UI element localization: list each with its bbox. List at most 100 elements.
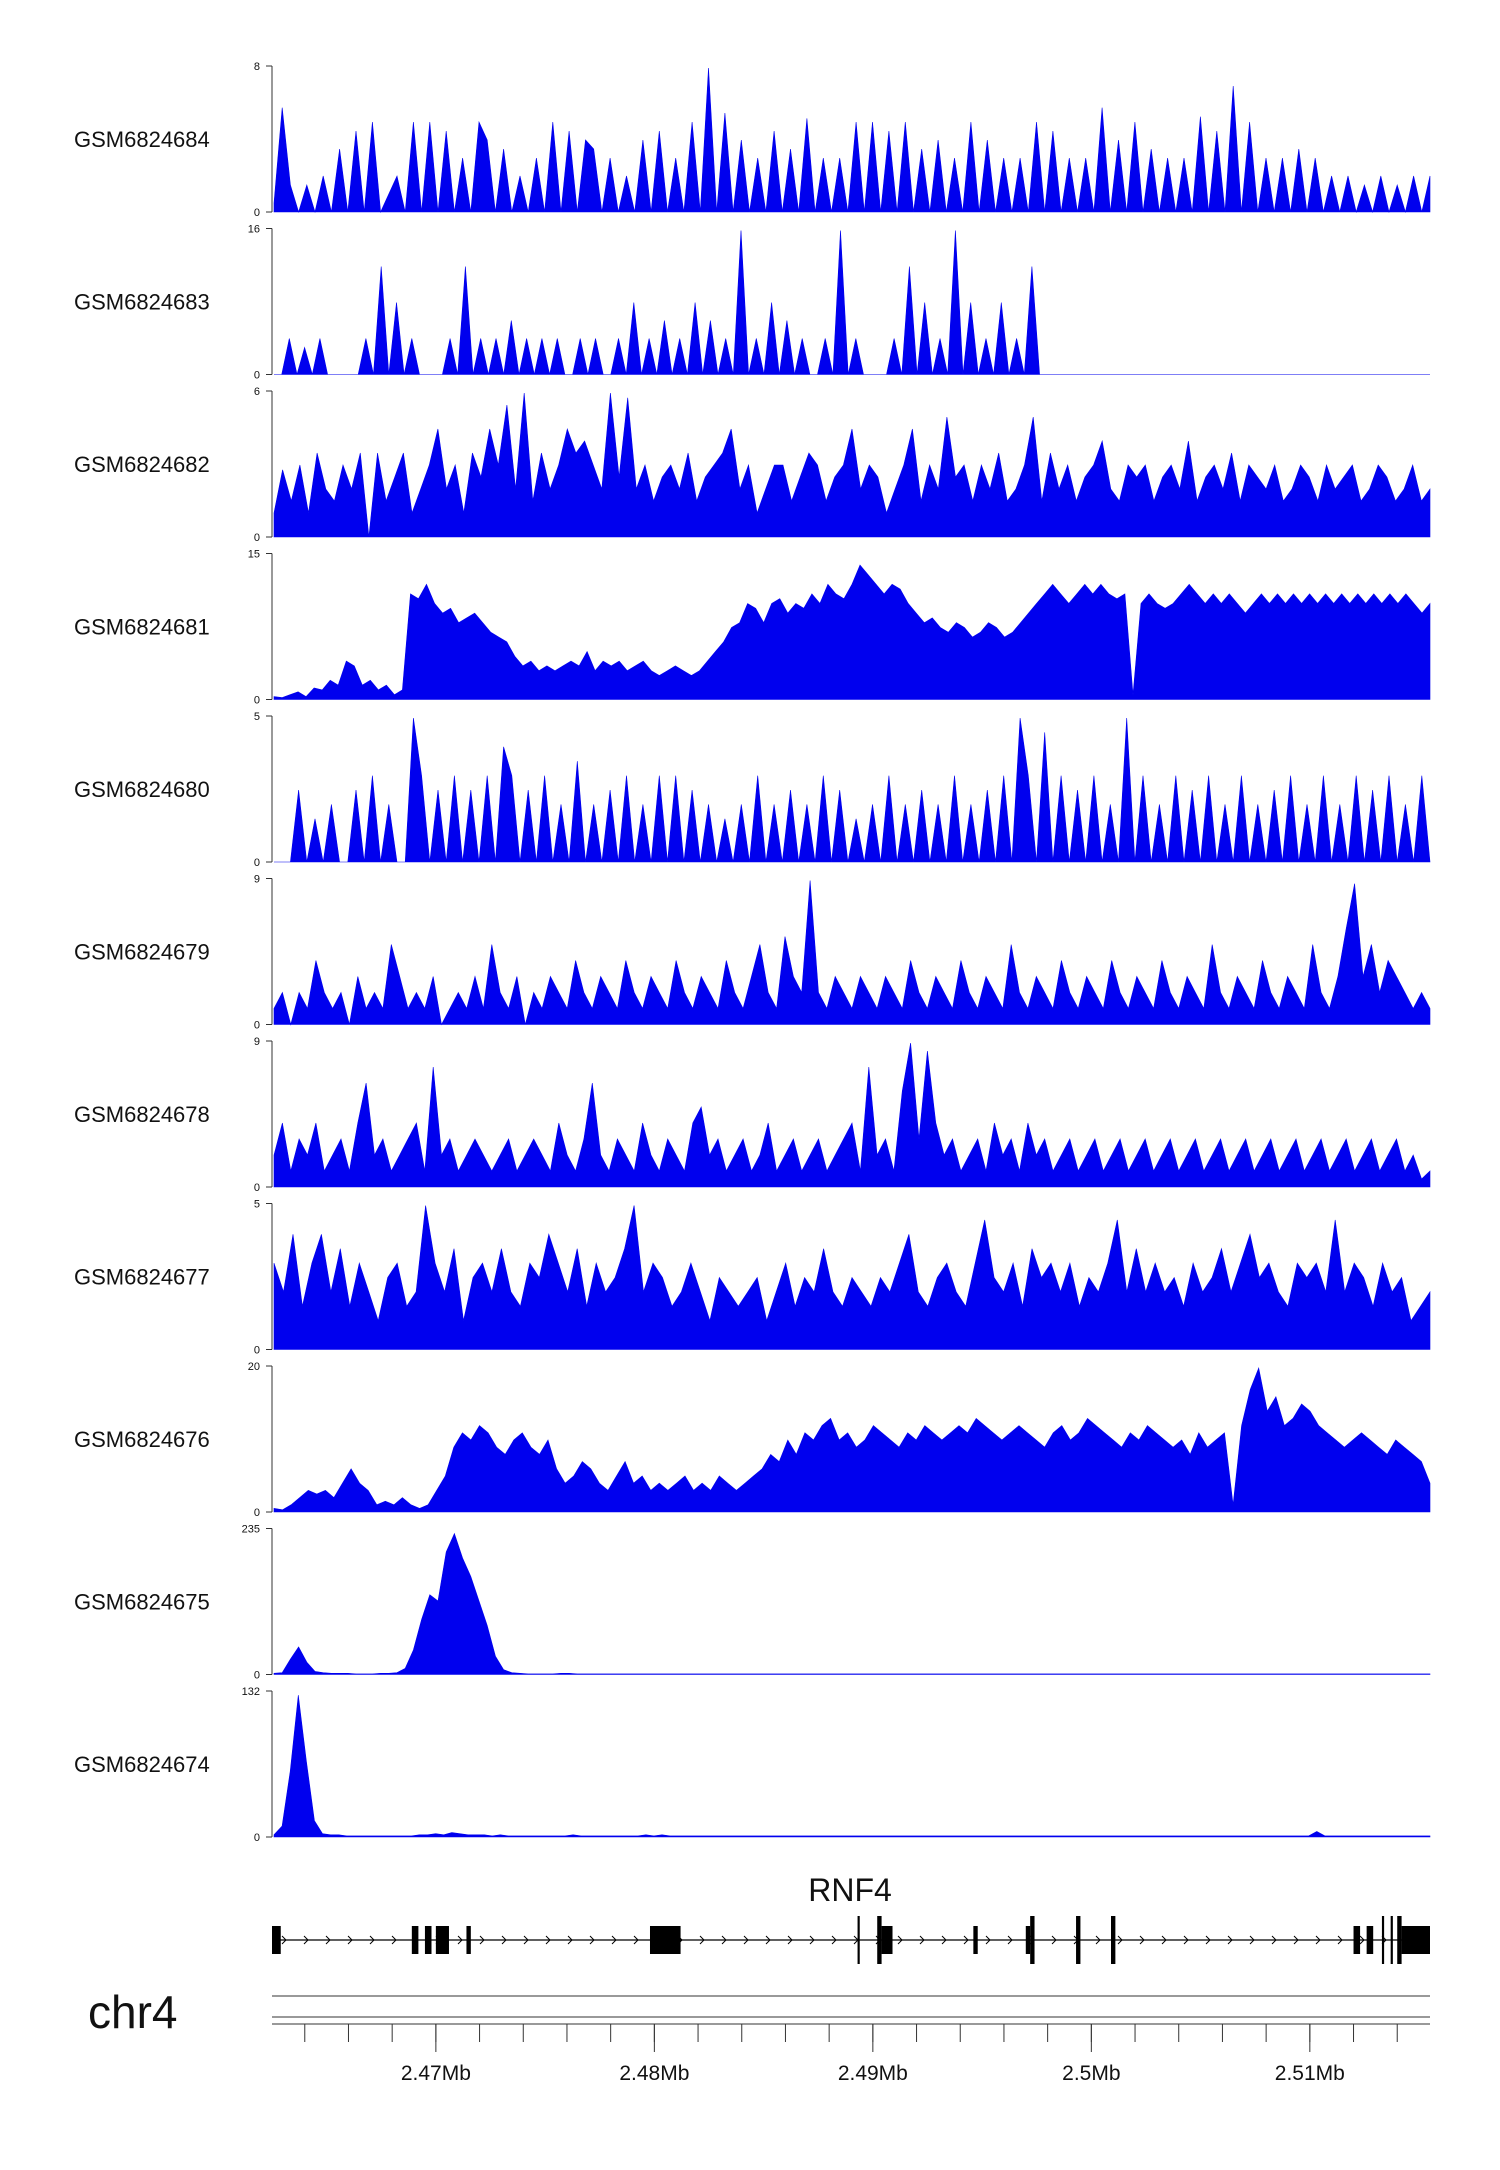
track-GSM6824682: GSM6824682 6 0 (74, 386, 1431, 544)
strand-arrow (1249, 1935, 1255, 1945)
gene-exon (1076, 1916, 1081, 1964)
y-max-label: 132 (242, 1686, 260, 1698)
signal-area (274, 717, 1431, 863)
y-min-label: 0 (254, 1182, 260, 1194)
gene-exon (881, 1926, 893, 1954)
y-max-label: 6 (254, 386, 260, 398)
signal-area (273, 392, 1431, 538)
strand-arrow (787, 1935, 793, 1945)
track-GSM6824679: GSM6824679 9 0 (74, 874, 1431, 1032)
gene-exon (1381, 1916, 1385, 1964)
gene-exon (411, 1926, 419, 1954)
strand-arrow (1183, 1935, 1189, 1945)
strand-arrow (501, 1935, 507, 1945)
track-GSM6824676: GSM6824676 20 0 (74, 1361, 1431, 1519)
y-max-label: 9 (254, 1036, 260, 1048)
strand-arrow (369, 1935, 375, 1945)
y-max-label: 235 (242, 1524, 260, 1536)
gene-exon (857, 1916, 860, 1964)
position-tick-label: 2.49Mb (838, 2062, 908, 2085)
gene-exon (1025, 1926, 1031, 1954)
y-max-label: 5 (254, 711, 260, 723)
gene-exon (466, 1926, 471, 1954)
strand-arrow (545, 1935, 551, 1945)
chromosome-label: chr4 (88, 1986, 177, 2038)
strand-arrow (325, 1935, 331, 1945)
track-label: GSM6824682 (74, 452, 210, 477)
strand-arrow (479, 1935, 485, 1945)
track-label: GSM6824676 (74, 1427, 210, 1452)
position-tick-label: 2.5Mb (1062, 2062, 1120, 2085)
y-max-label: 20 (248, 1361, 260, 1373)
strand-arrow (1117, 1935, 1123, 1945)
track-GSM6824681: GSM6824681 15 0 (74, 549, 1431, 707)
gene-exon (1397, 1916, 1402, 1964)
gene-exon (649, 1926, 681, 1954)
strand-arrow (347, 1935, 353, 1945)
track-label: GSM6824681 (74, 615, 210, 640)
track-label: GSM6824683 (74, 290, 210, 315)
strand-arrow (831, 1935, 837, 1945)
y-min-label: 0 (254, 857, 260, 869)
strand-arrow (589, 1935, 595, 1945)
y-min-label: 0 (254, 1345, 260, 1357)
y-max-label: 16 (248, 224, 260, 236)
position-ticks: 2.47Mb 2.48Mb 2.49Mb 2.5Mb 2.51Mb (304, 2024, 1398, 2085)
y-max-label: 5 (254, 1199, 260, 1211)
position-tick-label: 2.47Mb (401, 2062, 471, 2085)
y-min-label: 0 (254, 695, 260, 707)
position-tick-label: 2.48Mb (619, 2062, 689, 2085)
gene-exon (973, 1926, 978, 1954)
strand-arrow (457, 1935, 463, 1945)
gene-exon (435, 1926, 449, 1954)
strand-arrow (1227, 1935, 1233, 1945)
gene-exon (1030, 1916, 1035, 1964)
gene-exon (1111, 1916, 1116, 1964)
track-label: GSM6824679 (74, 940, 210, 965)
signal-area (273, 1695, 1431, 1838)
strand-arrow (897, 1935, 903, 1945)
strand-arrow (919, 1935, 925, 1945)
track-GSM6824678: GSM6824678 9 0 (74, 1036, 1431, 1194)
strand-arrow (1337, 1935, 1343, 1945)
track-label: GSM6824684 (74, 127, 210, 152)
strand-arrow (1315, 1935, 1321, 1945)
strand-arrow (567, 1935, 573, 1945)
track-label: GSM6824674 (74, 1752, 210, 1777)
strand-arrow (941, 1935, 947, 1945)
signal-area (273, 1366, 1431, 1513)
strand-arrow (1271, 1935, 1277, 1945)
strand-arrow (699, 1935, 705, 1945)
signal-area (273, 880, 1431, 1026)
y-min-label: 0 (254, 370, 260, 382)
strand-arrow (809, 1935, 815, 1945)
gene-exon (1366, 1926, 1374, 1954)
strand-arrow (391, 1935, 397, 1945)
gene-exon (1390, 1916, 1393, 1964)
strand-arrow (765, 1935, 771, 1945)
signal-area (274, 230, 1430, 375)
gene-exon (1401, 1926, 1430, 1954)
strand-arrow (1293, 1935, 1299, 1945)
strand-arrow (281, 1935, 287, 1945)
y-max-label: 15 (248, 549, 260, 561)
signal-area (273, 1042, 1431, 1188)
track-GSM6824680: GSM6824680 5 0 (74, 711, 1431, 869)
signal-area (273, 1205, 1431, 1350)
strand-arrow (611, 1935, 617, 1945)
track-GSM6824677: GSM6824677 5 0 (74, 1199, 1431, 1357)
strand-arrow (303, 1935, 309, 1945)
strand-arrow (633, 1935, 639, 1945)
gene-exon (424, 1926, 432, 1954)
y-min-label: 0 (254, 532, 260, 544)
strand-arrow (1161, 1935, 1167, 1945)
strand-arrow (1007, 1935, 1013, 1945)
gene-exon (272, 1926, 281, 1954)
signal-area (273, 1532, 1431, 1675)
track-label: GSM6824678 (74, 1102, 210, 1127)
position-tick-label: 2.51Mb (1275, 2062, 1345, 2085)
strand-arrow (1139, 1935, 1145, 1945)
gene-track: RNF4 (272, 1872, 1430, 1964)
strand-arrow (743, 1935, 749, 1945)
